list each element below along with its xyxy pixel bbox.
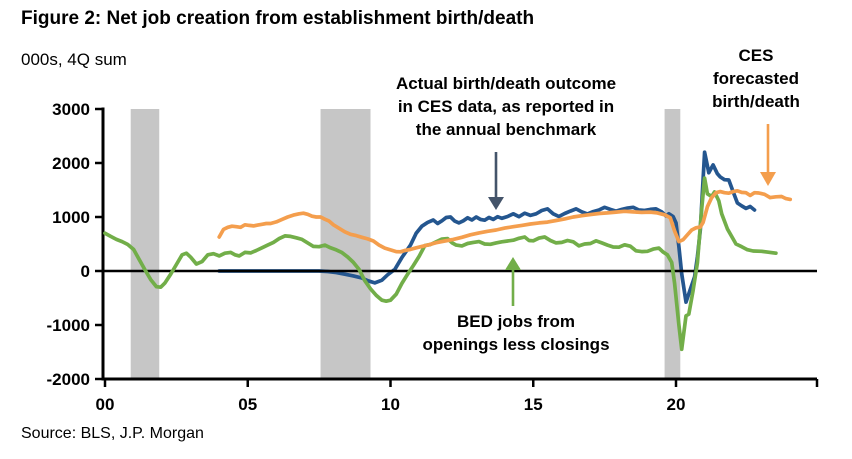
arrow-actual-ces-head [488,197,504,210]
y-tick-label: 1000 [52,208,90,227]
annotation-bed-line1: BED jobs from [456,312,576,331]
y-tick-label: -2000 [47,370,90,389]
annotation-ces-line2: forecasted [713,69,799,88]
annotation-actual-line2: in CES data, as reported in [397,97,615,116]
annotation-actual-ces: Actual birth/death outcome in CES data, … [355,72,657,141]
annotation-ces-line3: birth/death [712,92,800,111]
arrow-ces-forecast-head [760,172,776,186]
y-tick-label: 3000 [52,100,90,119]
source-note: Source: BLS, J.P. Morgan [21,425,204,442]
annotation-actual-line1: Actual birth/death outcome [395,74,617,93]
annotation-actual-line3: the annual benchmark [415,120,597,139]
x-tick-label: 15 [524,395,543,414]
y-tick-label: 2000 [52,154,90,173]
y-tick-label: 0 [81,262,90,281]
figure-units-label: 000s, 4Q sum [21,50,127,69]
recession-band [130,109,160,379]
annotation-ces-forecast: CES forecasted birth/death [688,44,824,113]
figure-title: Figure 2: Net job creation from establis… [21,8,535,29]
x-tick-label: 00 [96,395,115,414]
annotation-bed-line2: openings less closings [422,335,610,354]
recession-band [320,109,371,379]
annotation-bed: BED jobs from openings less closings [390,310,642,356]
arrow-bed-head [505,257,521,270]
x-tick-label: 20 [667,395,686,414]
annotation-ces-line1: CES [738,46,774,65]
y-tick-label: -1000 [47,316,90,335]
x-tick-label: 10 [381,395,400,414]
series-line-ces-forecast [217,188,793,254]
x-tick-label: 05 [238,395,257,414]
